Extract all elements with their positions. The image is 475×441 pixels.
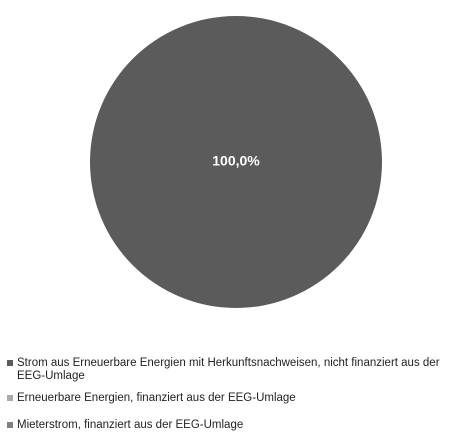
- legend-label-3: Mieterstrom, finanziert aus der EEG-Umla…: [17, 418, 244, 431]
- pie-chart: 100,0%: [90, 16, 382, 308]
- legend-item-2: Erneuerbare Energien, finanziert aus der…: [7, 392, 469, 405]
- pie-slice-1: [90, 16, 382, 308]
- legend-swatch-2: [7, 395, 13, 401]
- legend-item-3: Mieterstrom, finanziert aus der EEG-Umla…: [7, 419, 469, 432]
- legend-swatch-1: [7, 360, 13, 366]
- pie-slice-label-1: 100,0%: [212, 153, 260, 169]
- pie-chart-svg: 100,0%: [90, 16, 382, 308]
- chart-legend: Strom aus Erneuerbare Energien mit Herku…: [7, 357, 469, 441]
- legend-swatch-3: [7, 421, 13, 428]
- legend-label-2: Erneuerbare Energien, finanziert aus der…: [17, 392, 296, 404]
- legend-item-1: Strom aus Erneuerbare Energien mit Herku…: [7, 357, 469, 382]
- legend-label-1: Strom aus Erneuerbare Energien mit Herku…: [17, 357, 440, 382]
